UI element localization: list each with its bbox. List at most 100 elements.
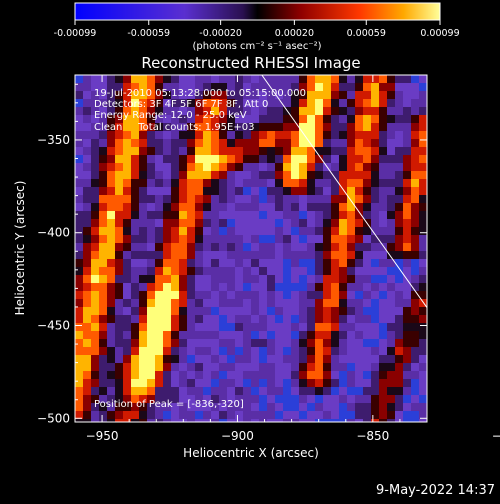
heatmap-cell <box>139 371 148 380</box>
x-tick-label: −950 <box>86 429 119 443</box>
heatmap-cell <box>315 91 324 100</box>
heatmap-cell <box>83 267 92 276</box>
heatmap-cell <box>379 347 388 356</box>
heatmap-cell <box>203 251 212 260</box>
heatmap-cell <box>227 379 236 388</box>
heatmap-cell <box>163 259 172 268</box>
heatmap-cell <box>195 195 204 204</box>
heatmap-cell <box>331 107 340 116</box>
heatmap-cell <box>147 363 156 372</box>
heatmap-cell <box>115 395 124 404</box>
heatmap-cell <box>315 267 324 276</box>
heatmap-cell <box>395 395 404 404</box>
heatmap-cell <box>371 123 380 132</box>
heatmap-cell <box>115 211 124 220</box>
heatmap-cell <box>131 123 140 132</box>
heatmap-cell <box>187 99 196 108</box>
heatmap-cell <box>315 371 324 380</box>
heatmap-cell <box>179 355 188 364</box>
heatmap-cell <box>107 275 116 284</box>
heatmap-cell <box>275 331 284 340</box>
heatmap-cell <box>171 387 180 396</box>
heatmap-cell <box>195 371 204 380</box>
heatmap-cell <box>163 411 172 420</box>
heatmap-cell <box>243 275 252 284</box>
heatmap-cell <box>403 203 412 212</box>
heatmap-cell <box>107 411 116 420</box>
heatmap-cell <box>371 251 380 260</box>
heatmap-cell <box>379 115 388 124</box>
heatmap-cell <box>267 411 276 420</box>
heatmap-cell <box>211 371 220 380</box>
heatmap-cell <box>387 331 396 340</box>
heatmap-cell <box>371 259 380 268</box>
heatmap-cell <box>227 395 236 404</box>
heatmap-cell <box>323 243 332 252</box>
x-axis-label: Heliocentric X (arcsec) <box>183 446 319 460</box>
heatmap-cell <box>291 251 300 260</box>
heatmap-cell <box>171 355 180 364</box>
heatmap-cell <box>243 307 252 316</box>
heatmap-cell <box>347 123 356 132</box>
heatmap-cell <box>323 195 332 204</box>
heatmap-cell <box>187 291 196 300</box>
heatmap-cell <box>339 179 348 188</box>
heatmap-cell <box>403 83 412 92</box>
heatmap-cell <box>387 155 396 164</box>
heatmap-cell <box>203 123 212 132</box>
heatmap-cell <box>91 179 100 188</box>
heatmap-cell <box>339 91 348 100</box>
y-tick-label: −500 <box>37 411 70 425</box>
heatmap-cell <box>203 107 212 116</box>
heatmap-cell <box>171 171 180 180</box>
heatmap-cell <box>331 123 340 132</box>
heatmap-cell <box>251 283 260 292</box>
heatmap-cell <box>123 411 132 420</box>
heatmap-cell <box>379 355 388 364</box>
heatmap-cell <box>243 331 252 340</box>
heatmap-cell <box>387 291 396 300</box>
heatmap-cell <box>235 339 244 348</box>
heatmap-cell <box>411 83 420 92</box>
heatmap-cell <box>99 235 108 244</box>
heatmap-cell <box>387 171 396 180</box>
heatmap-cell <box>323 339 332 348</box>
heatmap-cell <box>259 139 268 148</box>
heatmap-cell <box>235 179 244 188</box>
heatmap-cell <box>403 323 412 332</box>
heatmap-cell <box>291 211 300 220</box>
heatmap-cell <box>267 171 276 180</box>
heatmap-cell <box>347 139 356 148</box>
heatmap-cell <box>203 195 212 204</box>
heatmap-cell <box>91 99 100 108</box>
heatmap-cell <box>419 131 427 140</box>
heatmap-cell <box>331 83 340 92</box>
heatmap-cell <box>267 419 276 422</box>
heatmap-cell <box>155 315 164 324</box>
heatmap-cell <box>403 403 412 412</box>
heatmap-cell <box>179 411 188 420</box>
heatmap-cell <box>99 419 108 422</box>
heatmap-cell <box>83 139 92 148</box>
heatmap-cell <box>219 195 228 204</box>
heatmap-cell <box>283 387 292 396</box>
heatmap-cell <box>275 235 284 244</box>
heatmap-cell <box>267 355 276 364</box>
heatmap-cell <box>315 315 324 324</box>
heatmap-cell <box>355 307 364 316</box>
heatmap-cell <box>363 299 372 308</box>
heatmap-cell <box>291 355 300 364</box>
heatmap-cell <box>411 291 420 300</box>
heatmap-cell <box>307 139 316 148</box>
heatmap-cell <box>195 75 204 84</box>
heatmap-cell <box>339 203 348 212</box>
heatmap-cell <box>419 83 427 92</box>
heatmap-cell <box>147 131 156 140</box>
heatmap-cell <box>155 251 164 260</box>
heatmap-cell <box>371 283 380 292</box>
heatmap-cell <box>139 363 148 372</box>
heatmap-cell <box>339 155 348 164</box>
heatmap-cell <box>299 307 308 316</box>
heatmap-cell <box>403 75 412 84</box>
heatmap-cell <box>267 203 276 212</box>
